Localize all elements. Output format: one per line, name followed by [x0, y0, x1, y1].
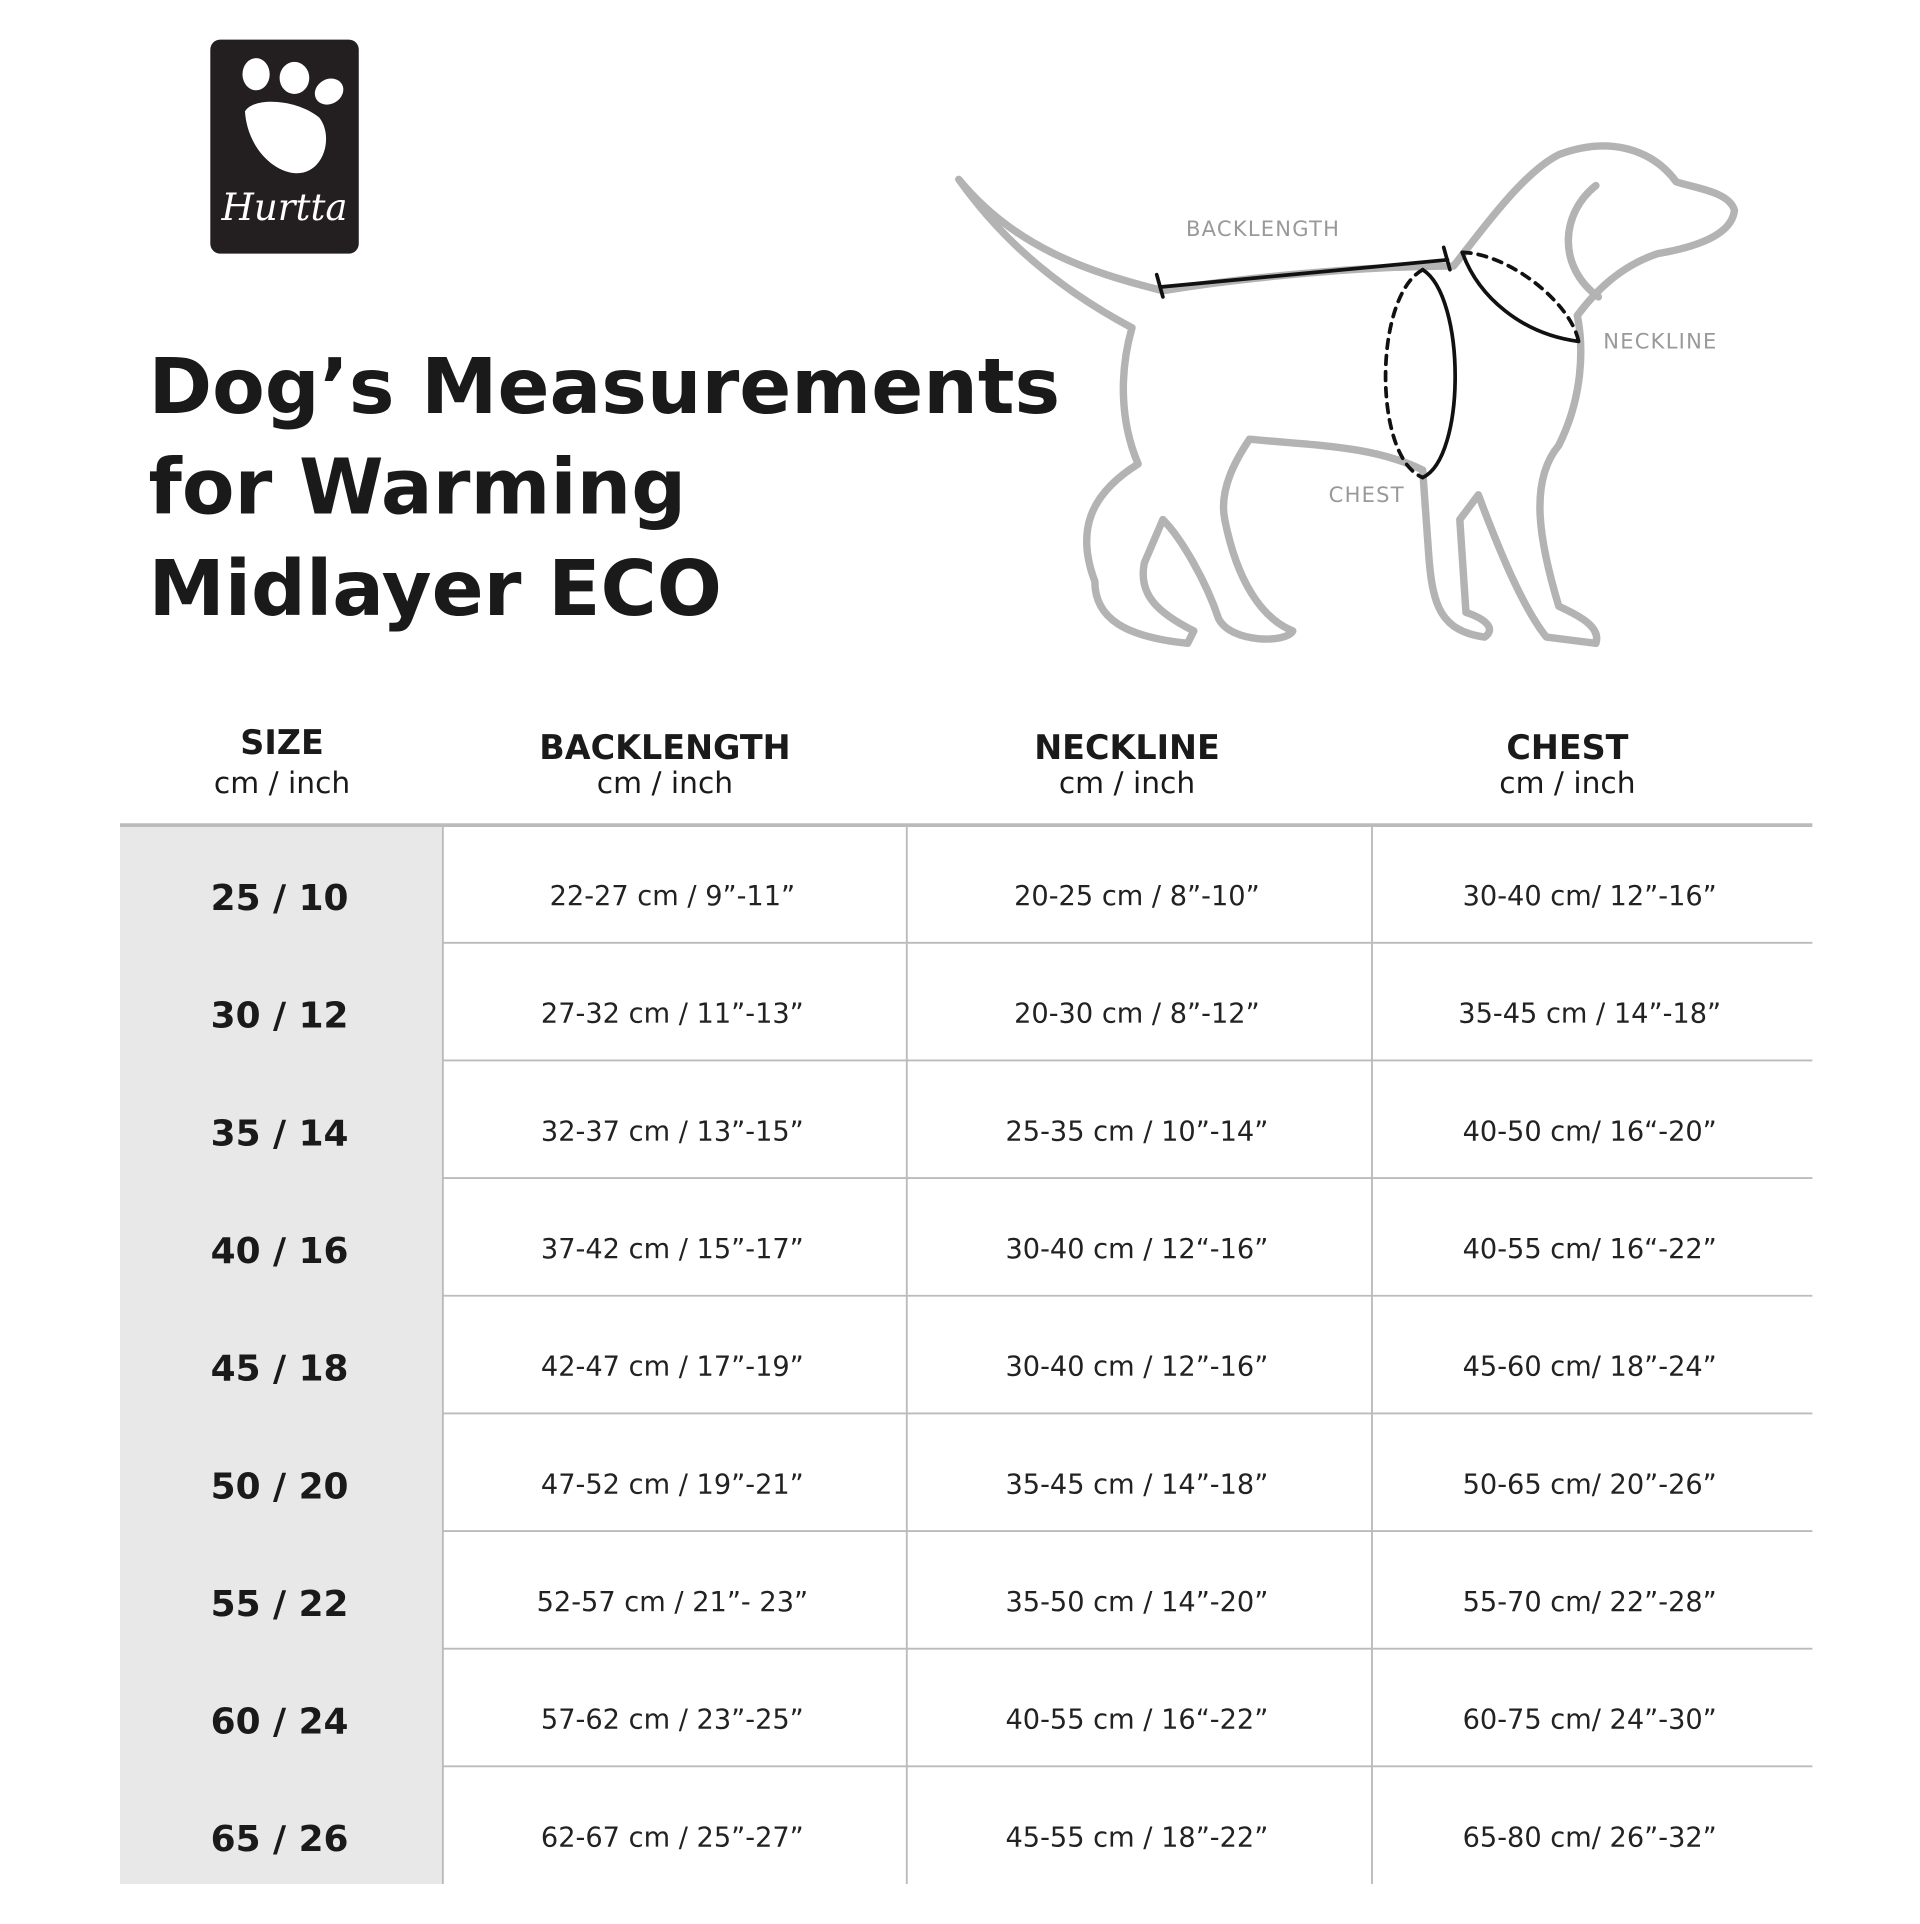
title-line: Dog’s Measurements	[148, 343, 1060, 432]
size-cell: 45 / 18	[211, 1349, 349, 1390]
header-label: SIZE	[240, 723, 324, 762]
diagram-label: CHEST	[1329, 482, 1405, 507]
header-label: BACKLENGTH	[539, 728, 790, 767]
measure-cell: 60-75 cm/ 24”-30”	[1463, 1705, 1717, 1736]
size-cell: 55 / 22	[211, 1584, 349, 1625]
measure-cell: 45-60 cm/ 18”-24”	[1463, 1352, 1717, 1383]
diagram-label: BACKLENGTH	[1186, 216, 1340, 241]
size-cell: 40 / 16	[211, 1231, 349, 1272]
measure-cell: 40-55 cm/ 16“-22”	[1463, 1234, 1717, 1265]
size-cell: 60 / 24	[211, 1702, 349, 1743]
measure-cell: 47-52 cm / 19”-21”	[541, 1469, 804, 1500]
measure-cell: 52-57 cm / 21”- 23”	[537, 1587, 809, 1618]
measure-cell: 50-65 cm/ 20”-26”	[1463, 1469, 1717, 1500]
size-cell: 65 / 26	[211, 1819, 349, 1860]
measure-cell: 35-45 cm / 14”-18”	[1005, 1469, 1268, 1500]
size-cell: 35 / 14	[211, 1113, 349, 1154]
measure-cell: 40-50 cm/ 16“-20”	[1463, 1116, 1717, 1147]
measure-cell: 20-25 cm / 8”-10”	[1014, 881, 1260, 912]
measure-cell: 30-40 cm / 12”-16”	[1005, 1352, 1268, 1383]
title-line: for Warming	[148, 443, 686, 532]
title-line: Midlayer ECO	[148, 545, 722, 634]
header-label: NECKLINE	[1034, 728, 1220, 767]
measure-cell: 55-70 cm/ 22”-28”	[1463, 1587, 1717, 1618]
diagram-label: NECKLINE	[1603, 329, 1717, 354]
measure-cell: 25-35 cm / 10”-14”	[1005, 1116, 1268, 1147]
measure-cell: 27-32 cm / 11”-13”	[541, 999, 804, 1030]
size-cell: 30 / 12	[211, 996, 349, 1037]
measure-cell: 32-37 cm / 13”-15”	[541, 1116, 804, 1147]
measure-cell: 40-55 cm / 16“-22”	[1005, 1705, 1268, 1736]
measure-cell: 65-80 cm/ 26”-32”	[1463, 1822, 1717, 1853]
header-label: CHEST	[1506, 728, 1628, 767]
measure-cell: 22-27 cm / 9”-11”	[550, 881, 796, 912]
measure-cell: 30-40 cm / 12“-16”	[1005, 1234, 1268, 1265]
header-unit: cm / inch	[1059, 766, 1195, 801]
measure-cell: 57-62 cm / 23”-25”	[541, 1705, 804, 1736]
size-cell: 50 / 20	[211, 1466, 349, 1507]
measure-cell: 45-55 cm / 18”-22”	[1005, 1822, 1268, 1853]
measure-cell: 30-40 cm/ 12”-16”	[1463, 881, 1717, 912]
logo-text: Hurtta	[221, 186, 348, 229]
size-cell: 25 / 10	[211, 878, 349, 919]
measure-cell: 35-45 cm / 14”-18”	[1458, 999, 1721, 1030]
dog-diagram	[955, 142, 1739, 648]
measure-cell: 37-42 cm / 15”-17”	[541, 1234, 804, 1265]
header-unit: cm / inch	[1499, 766, 1635, 801]
measure-cell: 42-47 cm / 17”-19”	[541, 1352, 804, 1383]
header-unit: cm / inch	[214, 766, 350, 801]
header-unit: cm / inch	[597, 766, 733, 801]
measure-cell: 62-67 cm / 25”-27”	[541, 1822, 804, 1853]
logo: Hurtta	[210, 39, 359, 254]
size-column-bg	[120, 825, 443, 1884]
measure-cell: 20-30 cm / 8”-12”	[1014, 999, 1260, 1030]
measure-cell: 35-50 cm / 14”-20”	[1005, 1587, 1268, 1618]
